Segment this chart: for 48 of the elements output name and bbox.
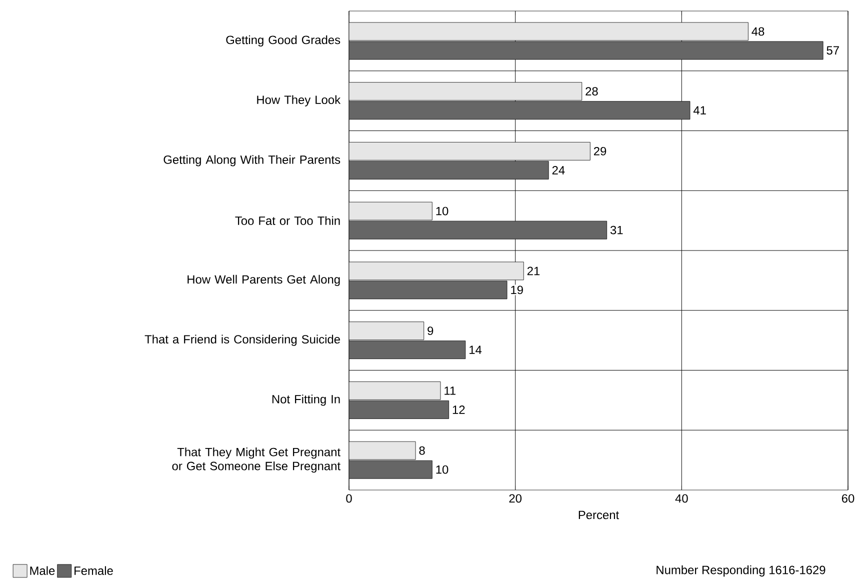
bar (349, 460, 432, 479)
data-label: 14 (470, 346, 482, 354)
data-label: 11 (444, 386, 456, 395)
bar (349, 441, 416, 460)
data-label: 21 (527, 266, 540, 276)
y-tick-label: Getting Good Grades (226, 35, 340, 47)
data-label: 48 (752, 27, 764, 36)
bar (349, 322, 424, 340)
bar (349, 22, 748, 41)
x-axis-title: Percent (578, 510, 620, 520)
data-label: 28 (586, 87, 598, 96)
x-tick-label: 60 (842, 494, 854, 503)
bar (349, 262, 524, 280)
x-tick-label: 40 (675, 494, 688, 503)
data-label: 31 (610, 226, 623, 234)
y-tick-label: How Well Parents Get Along (188, 274, 340, 286)
bar (349, 160, 549, 180)
x-tick-label: 20 (509, 494, 522, 503)
bar (349, 220, 608, 240)
bar (349, 101, 690, 120)
bar (349, 381, 441, 400)
bar (349, 82, 582, 101)
data-label: 19 (511, 286, 523, 294)
data-label: 9 (428, 326, 434, 336)
data-label: 12 (452, 406, 465, 414)
y-tick-label: Getting Along With Their Parents (164, 155, 340, 166)
bar (349, 400, 449, 419)
y-tick-label: Too Fat or Too Thin (235, 216, 340, 225)
x-tick-label: 0 (346, 494, 352, 503)
data-label: 57 (826, 46, 839, 55)
bar (349, 41, 824, 60)
text: Number Responding 1616-1629 (656, 565, 826, 577)
data-label: 29 (594, 146, 606, 156)
y-tick-label: That They Might Get Pregnant or Get Someone Else Pregnant (172, 448, 340, 473)
data-label: 24 (552, 166, 565, 174)
y-tick-label: Not Fitting In (272, 394, 340, 406)
legend-label: Male (30, 566, 55, 575)
bar (349, 202, 432, 220)
y-tick-label: How They Look (257, 95, 341, 106)
data-label: 10 (436, 206, 448, 216)
y-tick-label: That a Friend is Considering Suicide (144, 334, 340, 346)
bar (349, 142, 590, 160)
bar (349, 280, 508, 300)
data-label: 41 (693, 106, 706, 114)
data-label: 8 (419, 446, 425, 455)
data-label: 10 (436, 465, 448, 474)
legend-label: Female (74, 566, 113, 575)
bar (349, 340, 466, 360)
